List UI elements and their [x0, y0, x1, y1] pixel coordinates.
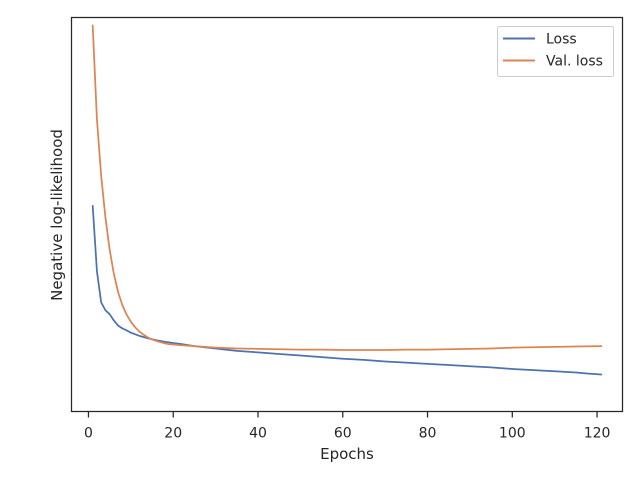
- series-line-loss: [91, 204, 603, 376]
- series-layer: [91, 24, 603, 376]
- plot-area-frame: [70, 16, 624, 413]
- x-axis-ticks: 0 20 40 60 80 100 120: [84, 411, 611, 442]
- x-tick-label: 120: [584, 426, 611, 442]
- x-tick-label: 60: [334, 426, 352, 442]
- y-axis-label: Negative log-likelihood: [48, 129, 66, 301]
- legend: Loss Val. loss: [497, 26, 614, 77]
- x-tick-label: 20: [164, 426, 182, 442]
- x-tick-label: 100: [499, 426, 526, 442]
- x-tick-label: 0: [84, 426, 93, 442]
- legend-label-loss: Loss: [546, 32, 577, 48]
- x-tick-label: 80: [419, 426, 437, 442]
- x-tick-label: 40: [249, 426, 267, 442]
- series-line-val-loss: [91, 24, 603, 351]
- x-axis-label: Epochs: [320, 445, 374, 463]
- legend-label-val-loss: Val. loss: [546, 54, 603, 70]
